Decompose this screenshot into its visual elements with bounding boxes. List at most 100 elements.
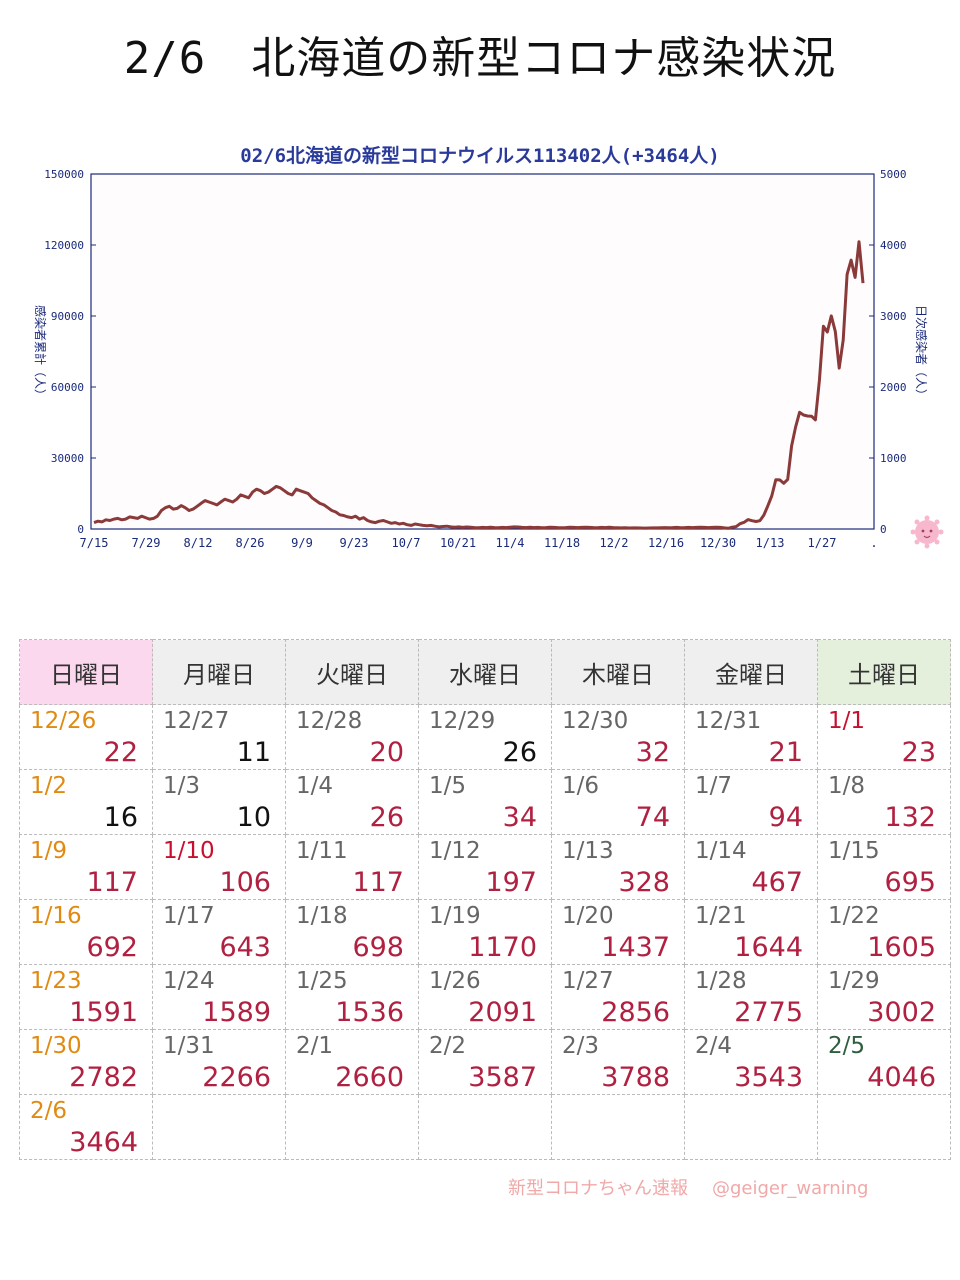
- x-tick-label: 1/13: [756, 536, 785, 550]
- day-date: 1/3: [163, 773, 201, 799]
- calendar-day-cell: 1/28 2775: [684, 964, 818, 1030]
- day-date: 1/1: [828, 708, 866, 734]
- day-date: 1/22: [828, 903, 880, 929]
- day-case-count: 10: [236, 802, 271, 833]
- day-case-count: 117: [86, 867, 138, 898]
- day-date: 1/31: [163, 1033, 215, 1059]
- calendar-day-cell: 1/7 94: [684, 769, 818, 835]
- calendar-day-cell: [551, 1094, 685, 1160]
- day-case-count: 23: [901, 737, 936, 768]
- calendar-day-cell: 1/6 74: [551, 769, 685, 835]
- calendar-day-cell: [418, 1094, 552, 1160]
- calendar-week-row: 1/2 16 1/3 10 1/4 26 1/5 34 1/6 74 1/7 94 1/8 132: [19, 769, 951, 835]
- day-case-count: 698: [352, 932, 404, 963]
- calendar-day-cell: 1/17 643: [152, 899, 286, 965]
- day-date: 1/6: [562, 773, 600, 799]
- y-axis-right-label: 日次感染者（人）: [914, 305, 929, 401]
- y-right-tick-label: 1000: [880, 452, 907, 465]
- day-case-count: 2660: [335, 1062, 404, 1093]
- day-case-count: 34: [502, 802, 537, 833]
- x-tick-label: 1/27: [808, 536, 837, 550]
- y-left-tick-label: 60000: [51, 381, 84, 394]
- day-case-count: 132: [884, 802, 936, 833]
- calendar-day-cell: 12/31 21: [684, 704, 818, 770]
- weekday-header-tue: 火曜日: [285, 639, 419, 705]
- footer-brand: 新型コロナちゃん速報: [508, 1178, 688, 1199]
- x-tick-label: 9/9: [291, 536, 313, 550]
- day-case-count: 74: [635, 802, 670, 833]
- calendar-day-cell: 2/2 3587: [418, 1029, 552, 1095]
- calendar-week-row: 1/30 2782 1/31 2266 2/1 2660 2/2 3587 2/3 3788 2/4…: [19, 1029, 951, 1095]
- calendar-day-cell: [152, 1094, 286, 1160]
- day-date: 1/13: [562, 838, 614, 864]
- day-case-count: 2782: [69, 1062, 138, 1093]
- day-date: 1/29: [828, 968, 880, 994]
- day-case-count: 3788: [601, 1062, 670, 1093]
- day-case-count: 197: [485, 867, 537, 898]
- calendar-day-cell: 1/9 117: [19, 834, 153, 900]
- day-case-count: 1170: [468, 932, 537, 963]
- day-case-count: 2266: [202, 1062, 271, 1093]
- calendar-day-cell: 1/22 1605: [817, 899, 951, 965]
- day-date: 1/23: [30, 968, 82, 994]
- day-case-count: 22: [103, 737, 138, 768]
- day-case-count: 2856: [601, 997, 670, 1028]
- x-tick-label: .: [870, 536, 877, 550]
- day-case-count: 94: [768, 802, 803, 833]
- day-date: 1/8: [828, 773, 866, 799]
- calendar-week-row: 1/16 692 1/17 643 1/18 698 1/19 1170 1/20 1437 1/2…: [19, 899, 951, 965]
- day-date: 1/21: [695, 903, 747, 929]
- weekday-header-thu: 木曜日: [551, 639, 685, 705]
- calendar-day-cell: 12/26 22: [19, 704, 153, 770]
- calendar-day-cell: 1/27 2856: [551, 964, 685, 1030]
- y-left-tick-label: 0: [77, 523, 84, 536]
- weekly-calendar-table: 日曜日 月曜日 火曜日 水曜日 木曜日 金曜日 土曜日 12/26 22 12/27 11 12/2…: [19, 639, 951, 1160]
- calendar-day-cell: 1/29 3002: [817, 964, 951, 1030]
- day-case-count: 1437: [601, 932, 670, 963]
- day-date: 2/4: [695, 1033, 733, 1059]
- day-date: 1/5: [429, 773, 467, 799]
- calendar-day-cell: [817, 1094, 951, 1160]
- day-case-count: 2091: [468, 997, 537, 1028]
- y-right-tick-label: 2000: [880, 381, 907, 394]
- calendar-day-cell: 1/20 1437: [551, 899, 685, 965]
- calendar-day-cell: 1/15 695: [817, 834, 951, 900]
- calendar-day-cell: 1/1 23: [817, 704, 951, 770]
- calendar-day-cell: [285, 1094, 419, 1160]
- calendar-day-cell: 1/13 328: [551, 834, 685, 900]
- y-right-tick-label: 5000: [880, 168, 907, 181]
- day-date: 1/17: [163, 903, 215, 929]
- day-case-count: 1605: [867, 932, 936, 963]
- y-left-tick-label: 120000: [44, 239, 84, 252]
- day-case-count: 20: [369, 737, 404, 768]
- line-chart: 02/6北海道の新型コロナウイルス113402人(+3464人) 感染者累計（人…: [33, 144, 929, 550]
- x-tick-label: 10/21: [440, 536, 476, 550]
- virus-mascot-icon: [909, 514, 945, 550]
- y-left-tick-label: 150000: [44, 168, 84, 181]
- y-right-tick-label: 3000: [880, 310, 907, 323]
- weekday-header-fri: 金曜日: [684, 639, 818, 705]
- day-date: 12/28: [296, 708, 363, 734]
- y-right-tick-label: 0: [880, 523, 887, 536]
- day-date: 1/19: [429, 903, 481, 929]
- calendar-day-cell: 1/26 2091: [418, 964, 552, 1030]
- day-case-count: 26: [502, 737, 537, 768]
- calendar-day-cell: 1/31 2266: [152, 1029, 286, 1095]
- day-case-count: 3543: [734, 1062, 803, 1093]
- y-left-tick-label: 30000: [51, 452, 84, 465]
- day-case-count: 643: [219, 932, 271, 963]
- page-title: 2/6 北海道の新型コロナ感染状況: [123, 33, 837, 84]
- day-case-count: 1589: [202, 997, 271, 1028]
- calendar-day-cell: 1/12 197: [418, 834, 552, 900]
- day-date: 1/28: [695, 968, 747, 994]
- day-case-count: 16: [103, 802, 138, 833]
- day-date: 1/25: [296, 968, 348, 994]
- day-date: 2/5: [828, 1033, 866, 1059]
- calendar-day-cell: 12/29 26: [418, 704, 552, 770]
- day-date: 12/31: [695, 708, 762, 734]
- x-tick-label: 7/29: [132, 536, 161, 550]
- calendar-day-cell: 1/4 26: [285, 769, 419, 835]
- day-case-count: 1591: [69, 997, 138, 1028]
- day-case-count: 467: [751, 867, 803, 898]
- y-axis-left-label: 感染者累計（人）: [33, 305, 48, 401]
